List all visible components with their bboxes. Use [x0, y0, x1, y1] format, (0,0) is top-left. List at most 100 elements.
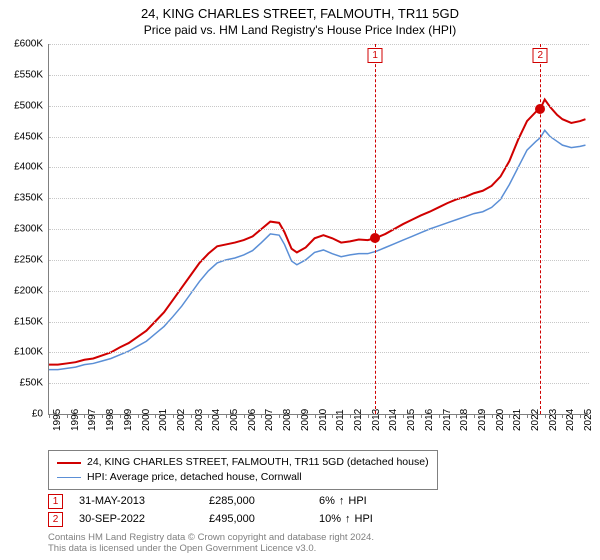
gridline — [49, 137, 589, 138]
x-axis-label: 1997 — [87, 409, 98, 431]
x-axis-label: 2001 — [158, 409, 169, 431]
gridline — [49, 291, 589, 292]
x-tick — [527, 414, 528, 418]
y-axis-label: £0 — [0, 409, 43, 420]
legend-swatch-property — [57, 462, 81, 464]
x-axis-label: 2023 — [548, 409, 559, 431]
x-axis-label: 2010 — [318, 409, 329, 431]
x-axis-label: 2008 — [282, 409, 293, 431]
sale-marker-dot — [370, 233, 380, 243]
footnote: Contains HM Land Registry data © Crown c… — [48, 532, 374, 554]
x-axis-label: 2017 — [442, 409, 453, 431]
y-axis-label: £50K — [0, 378, 43, 389]
legend-label-hpi: HPI: Average price, detached house, Corn… — [87, 470, 302, 485]
y-axis-label: £450K — [0, 131, 43, 142]
sale-diff-pct-1: 6% — [319, 495, 335, 507]
gridline — [49, 229, 589, 230]
x-axis-label: 2015 — [406, 409, 417, 431]
sale-callout-1: 1 — [48, 494, 63, 509]
x-tick — [439, 414, 440, 418]
x-axis-label: 2000 — [141, 409, 152, 431]
x-axis-label: 1998 — [105, 409, 116, 431]
series-line-hpi — [49, 130, 585, 369]
legend-row-property: 24, KING CHARLES STREET, FALMOUTH, TR11 … — [57, 455, 429, 470]
sales-table: 1 31-MAY-2013 £285,000 6% ↑ HPI 2 30-SEP… — [48, 492, 439, 528]
sale-diff-1: 6% ↑ HPI — [319, 495, 439, 507]
y-axis-label: £200K — [0, 285, 43, 296]
x-tick — [120, 414, 121, 418]
gridline — [49, 75, 589, 76]
up-arrow-icon: ↑ — [345, 513, 351, 525]
x-tick — [315, 414, 316, 418]
x-axis-label: 1999 — [123, 409, 134, 431]
y-axis-label: £400K — [0, 162, 43, 173]
series-line-property — [49, 100, 585, 365]
x-axis-label: 2012 — [353, 409, 364, 431]
sale-date-1: 31-MAY-2013 — [79, 495, 209, 507]
x-tick — [191, 414, 192, 418]
sale-price-1: £285,000 — [209, 495, 319, 507]
x-axis-label: 2004 — [211, 409, 222, 431]
legend-swatch-hpi — [57, 477, 81, 478]
sale-diff-label-1: HPI — [348, 495, 366, 507]
x-tick — [474, 414, 475, 418]
up-arrow-icon: ↑ — [339, 495, 345, 507]
sale-vline — [375, 44, 376, 414]
chart-container: 24, KING CHARLES STREET, FALMOUTH, TR11 … — [0, 0, 600, 560]
title-subtitle: Price paid vs. HM Land Registry's House … — [0, 23, 600, 37]
x-tick — [385, 414, 386, 418]
sale-callout-box: 2 — [533, 48, 548, 63]
gridline — [49, 106, 589, 107]
x-tick — [279, 414, 280, 418]
x-axis-label: 2016 — [424, 409, 435, 431]
x-axis-label: 2018 — [459, 409, 470, 431]
x-axis-label: 2005 — [229, 409, 240, 431]
footnote-line1: Contains HM Land Registry data © Crown c… — [48, 532, 374, 543]
x-tick — [350, 414, 351, 418]
x-axis-label: 2006 — [247, 409, 258, 431]
x-tick — [580, 414, 581, 418]
x-tick — [545, 414, 546, 418]
x-axis-label: 2013 — [371, 409, 382, 431]
sale-marker-dot — [535, 104, 545, 114]
x-axis-label: 2025 — [583, 409, 594, 431]
x-axis-label: 2021 — [512, 409, 523, 431]
gridline — [49, 260, 589, 261]
sale-vline — [540, 44, 541, 414]
sales-row-2: 2 30-SEP-2022 £495,000 10% ↑ HPI — [48, 510, 439, 528]
x-tick — [509, 414, 510, 418]
x-axis-label: 2002 — [176, 409, 187, 431]
gridline — [49, 44, 589, 45]
chart-plot-area: £0£50K£100K£150K£200K£250K£300K£350K£400… — [48, 44, 589, 415]
y-axis-label: £350K — [0, 193, 43, 204]
x-axis-label: 2007 — [264, 409, 275, 431]
x-axis-label: 2019 — [477, 409, 488, 431]
y-axis-label: £550K — [0, 69, 43, 80]
x-tick — [456, 414, 457, 418]
x-tick — [297, 414, 298, 418]
title-block: 24, KING CHARLES STREET, FALMOUTH, TR11 … — [0, 0, 600, 37]
y-axis-label: £600K — [0, 39, 43, 50]
legend-box: 24, KING CHARLES STREET, FALMOUTH, TR11 … — [48, 450, 438, 490]
x-axis-label: 1995 — [52, 409, 63, 431]
sale-diff-2: 10% ↑ HPI — [319, 513, 439, 525]
x-tick — [244, 414, 245, 418]
gridline — [49, 198, 589, 199]
sale-date-2: 30-SEP-2022 — [79, 513, 209, 525]
footnote-line2: This data is licensed under the Open Gov… — [48, 543, 374, 554]
x-axis-label: 2011 — [335, 409, 346, 431]
gridline — [49, 352, 589, 353]
sale-callout-box: 1 — [368, 48, 383, 63]
x-axis-label: 2014 — [388, 409, 399, 431]
x-tick — [562, 414, 563, 418]
x-axis-label: 1996 — [70, 409, 81, 431]
x-tick — [84, 414, 85, 418]
x-tick — [421, 414, 422, 418]
legend-label-property: 24, KING CHARLES STREET, FALMOUTH, TR11 … — [87, 455, 429, 470]
gridline — [49, 383, 589, 384]
sales-row-1: 1 31-MAY-2013 £285,000 6% ↑ HPI — [48, 492, 439, 510]
y-axis-label: £300K — [0, 224, 43, 235]
y-axis-label: £100K — [0, 347, 43, 358]
x-tick — [138, 414, 139, 418]
sale-callout-2: 2 — [48, 512, 63, 527]
